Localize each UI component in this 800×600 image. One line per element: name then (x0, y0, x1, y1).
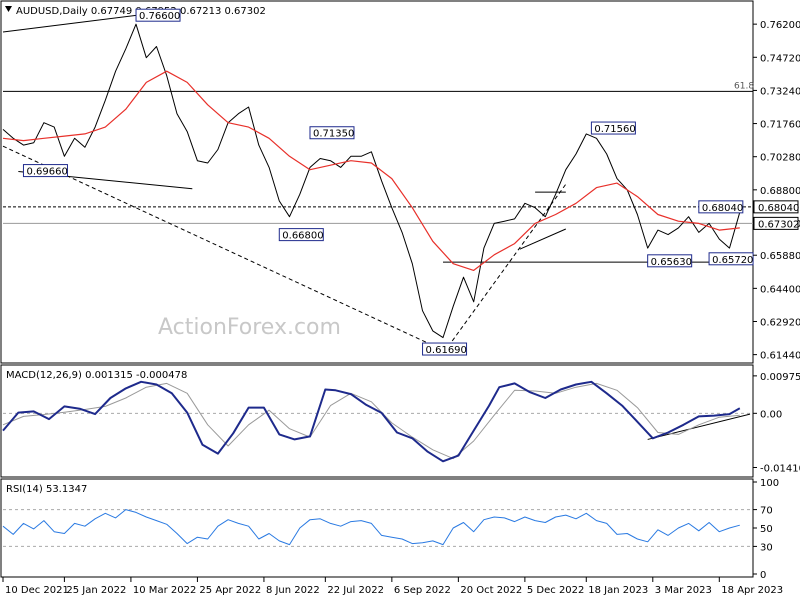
x-axis-label: 22 Jul 2022 (327, 585, 384, 596)
price-axis-label: 0.68800 (760, 186, 800, 197)
marked-level-tag (753, 200, 799, 214)
price-panel-frame (0, 0, 754, 364)
rsi-axis-label: 30 (760, 542, 773, 553)
x-axis-label: 8 Jun 2022 (266, 585, 320, 596)
price-annotation-box (22, 164, 68, 178)
current-price-tag (753, 216, 799, 230)
price-axis-label: 0.62920 (760, 317, 800, 328)
macd-axis-label: 0.00 (760, 409, 782, 420)
price-axis-label: 0.65880 (760, 251, 800, 262)
series-lines (2, 23, 741, 546)
axes: 0.76200 0.74720 0.73240 0.71760 0.70280 0.688… (2, 20, 800, 596)
moving-average-line (2, 70, 740, 271)
x-axis-label: 6 Sep 2022 (394, 585, 451, 596)
reference-lines: 61.861.8 (3, 81, 754, 547)
fib-level-label: 61.8 (734, 81, 754, 91)
rsi-axis-label: 70 (760, 506, 773, 517)
price-axis-label: 0.71760 (760, 120, 800, 131)
price-axis-label: 0.61440 (760, 351, 800, 362)
price-annotation-box (422, 342, 468, 356)
macd-signal-line (2, 382, 740, 460)
x-axis-label: 18 Apr 2023 (721, 585, 783, 596)
macd-line (2, 380, 741, 463)
price-annotation-label: 0.66800 (282, 231, 323, 242)
price-annotation-box (698, 200, 744, 214)
macd-axis-label: -0.014107 (760, 463, 800, 474)
rsi-line (2, 509, 740, 546)
x-axis-label: 3 Mar 2023 (655, 585, 712, 596)
price-annotation-box (278, 228, 324, 242)
x-axis-label: 18 Jan 2023 (588, 585, 648, 596)
price-annotation-label: 0.71560 (594, 124, 635, 135)
price-annotation-box (708, 252, 754, 266)
x-axis-label: 10 Mar 2022 (133, 585, 196, 596)
rsi-panel-frame (0, 478, 754, 578)
rsi-panel-header: RSI(14) 53.1347 (6, 484, 87, 495)
trendline-dashed-down (2, 145, 439, 349)
current-price-tag-label: 0.67302 (758, 219, 799, 230)
price-annotations: 0.76600 0.69660 0.71350 0.66800 0.61690 0.715… (22, 8, 754, 356)
x-axis-label: 10 Dec 2021 (5, 585, 69, 596)
price-annotation-label: 0.65630 (651, 257, 692, 268)
price-annotation-box (135, 8, 181, 22)
price-axis-label: 0.74720 (760, 53, 800, 64)
price-annotation-label: 0.71350 (313, 129, 354, 140)
price-annotation-box (309, 126, 355, 140)
rsi-axis-label: 50 (760, 524, 773, 535)
macd-panel-frame (0, 364, 754, 478)
x-axis-label: 25 Apr 2022 (199, 585, 261, 596)
price-axis-label: 0.70280 (760, 153, 800, 164)
price-annotation-label: 0.61690 (426, 345, 467, 356)
price-annotation-label: 0.69660 (26, 167, 67, 178)
macd-panel-header: MACD(12,26,9) 0.001315 -0.000478 (6, 370, 187, 381)
price-axis-label: 0.64400 (760, 284, 800, 295)
rsi-axis-label: 100 (760, 478, 779, 489)
header-triangle-icon (5, 6, 12, 12)
price-line (2, 23, 741, 339)
price-annotation-label: 0.76600 (139, 11, 180, 22)
macd-trendline (647, 413, 751, 440)
x-axis-label: 20 Oct 2022 (460, 585, 522, 596)
rsi-axis-label: 0 (760, 570, 766, 581)
trendlines (2, 13, 751, 440)
macd-axis-label: 0.009751 (760, 372, 800, 383)
trendline-top (2, 13, 147, 33)
trendline-channel (519, 228, 567, 250)
price-annotation-box (590, 121, 636, 135)
price-axis-label: 0.76200 (760, 20, 800, 31)
price-annotation-label: 0.65720 (712, 255, 753, 266)
trendline-dashed-up (447, 183, 567, 347)
price-annotation-box (647, 254, 693, 268)
price-axis-label: 0.73240 (760, 86, 800, 97)
x-axis-label: 25 Jan 2022 (66, 585, 126, 596)
price-annotation-label: 0.68040 (702, 203, 743, 214)
watermark: ActionForex.com (158, 315, 341, 340)
marked-level-tag-label: 0.68040 (758, 203, 799, 214)
x-axis-label: 5 Dec 2022 (527, 585, 585, 596)
